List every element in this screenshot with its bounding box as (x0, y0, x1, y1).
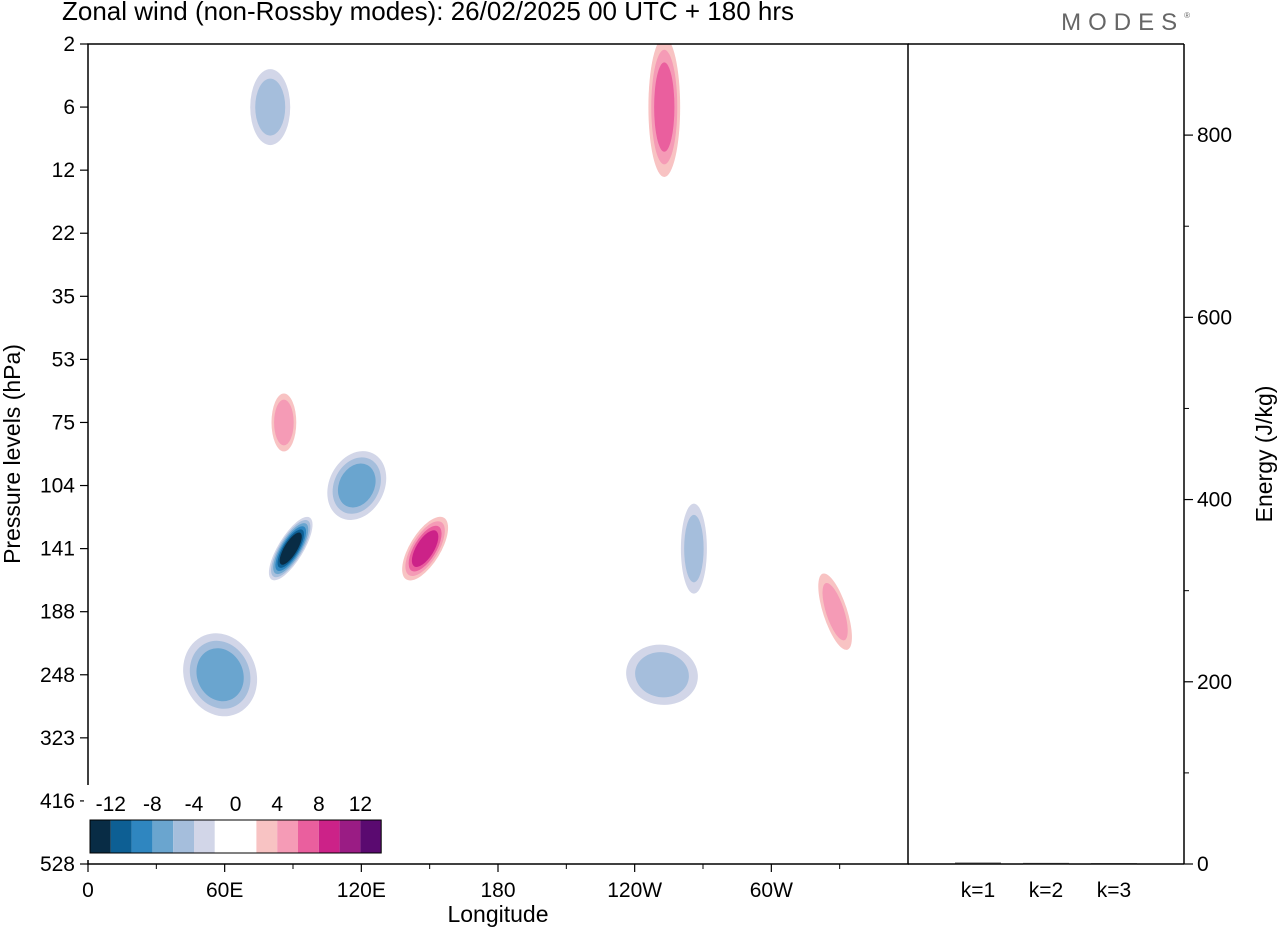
wind-positive-core-8 (645, 44, 684, 190)
energy-tick-label: 200 (1197, 671, 1232, 694)
x-tick-label: 0 (82, 879, 94, 902)
colorbar-swatch (360, 820, 382, 853)
colorbar-swatch (110, 820, 132, 853)
wind-negative-core-4 (245, 59, 296, 155)
colorbar-swatch (235, 820, 257, 853)
colorbar-swatch (152, 820, 174, 853)
y-tick-label: 53 (52, 348, 75, 371)
x-tick-label: 120E (337, 879, 386, 902)
y-axis: 2 6 12 22 35 53 75 104 141 188 248 323 416 528 (40, 33, 88, 876)
y-tick-label: 75 (52, 411, 75, 434)
wind-positive-core-7 (398, 512, 452, 585)
contour-level (411, 530, 439, 567)
y-tick-label: 2 (63, 33, 75, 56)
energy-panel: 0 200 400 600 800 k=1 k=2 k=3 (908, 43, 1232, 902)
x-axis-title: Longitude (447, 901, 548, 927)
y-tick-label: 323 (40, 727, 75, 750)
chart-title: Zonal wind (non-Rossby modes): 26/02/202… (62, 0, 794, 26)
plot-frame (87, 43, 909, 865)
y-tick-label: 528 (40, 853, 75, 876)
energy-category-label: k=2 (1029, 879, 1063, 902)
x-tick-label: 60E (206, 879, 243, 902)
x-axis: 0 60E 120E 180 120W 60W (82, 864, 841, 902)
wind-positive-core-9 (268, 387, 299, 458)
contour-level (635, 652, 689, 698)
energy-tick-label: 400 (1197, 489, 1232, 512)
energy-axis-title: Energy (J/kg) (1251, 386, 1277, 523)
contour-level (255, 78, 286, 136)
colorbar-label: 12 (349, 793, 372, 816)
colorbar-swatch (214, 820, 236, 853)
wind-negative-core-6 (617, 637, 707, 713)
colorbar-label: 0 (230, 793, 242, 816)
y-tick-label: 22 (52, 222, 75, 245)
y-tick-label: 416 (40, 790, 75, 813)
energy-tick-label: 0 (1197, 853, 1209, 876)
colorbar-swatch (131, 820, 153, 853)
contour-level (684, 514, 704, 583)
energy-tick-label: 800 (1197, 124, 1232, 147)
brand-text: MODES (1061, 9, 1185, 36)
colorbar-swatch (298, 820, 319, 853)
wind-field (176, 44, 857, 724)
energy-category-label: k=1 (961, 879, 995, 902)
colorbar-swatch (277, 820, 298, 853)
y-tick-label: 12 (52, 159, 75, 182)
x-tick-label: 120W (607, 879, 662, 902)
y-axis-title: Pressure levels (hPa) (0, 344, 25, 564)
colorbar-swatch (256, 820, 278, 853)
y-tick-label: 248 (40, 664, 75, 687)
energy-bar-k1 (955, 862, 1001, 865)
y-tick-label: 141 (40, 538, 75, 561)
contour-level (274, 399, 294, 446)
wind-positive-core-10 (814, 563, 857, 660)
colorbar-swatch (90, 820, 111, 853)
colorbar-frame (89, 819, 382, 854)
colorbar-swatch (194, 820, 215, 853)
colorbar-label: -8 (143, 793, 162, 816)
wind-negative-core-2 (176, 625, 264, 724)
y-tick-label: 104 (40, 475, 75, 498)
colorbar-legend: -12 -8 -4 0 4 8 12 (84, 785, 388, 860)
energy-category-label: k=3 (1097, 879, 1131, 902)
wind-negative-core-3 (321, 444, 392, 527)
y-tick-label: 6 (63, 96, 75, 119)
colorbar-label: -12 (96, 793, 126, 816)
y-tick-label: 188 (40, 601, 75, 624)
contour-level (654, 62, 675, 152)
y-tick-label: 35 (52, 285, 75, 308)
energy-bar-k3 (1091, 863, 1137, 865)
x-tick-label: 60W (750, 879, 793, 902)
contour-level (196, 648, 244, 702)
colorbar-label: 8 (313, 793, 325, 816)
energy-bar-k2 (1023, 862, 1069, 865)
wind-negative-core-1 (266, 513, 315, 584)
contour-level (822, 583, 848, 641)
colorbar-label: -4 (185, 793, 204, 816)
colorbar-label: 4 (271, 793, 283, 816)
x-tick-label: 180 (480, 879, 515, 902)
brand-registered-mark: ® (1184, 11, 1190, 20)
colorbar-swatch (318, 820, 340, 853)
colorbar-swatch (173, 820, 194, 853)
colorbar-swatch (339, 820, 361, 853)
contour-level (279, 532, 302, 565)
wind-negative-core-5 (677, 492, 711, 605)
brand-logo: MODES® (1061, 9, 1190, 37)
energy-tick-label: 600 (1197, 306, 1232, 329)
contour-level (337, 463, 376, 508)
